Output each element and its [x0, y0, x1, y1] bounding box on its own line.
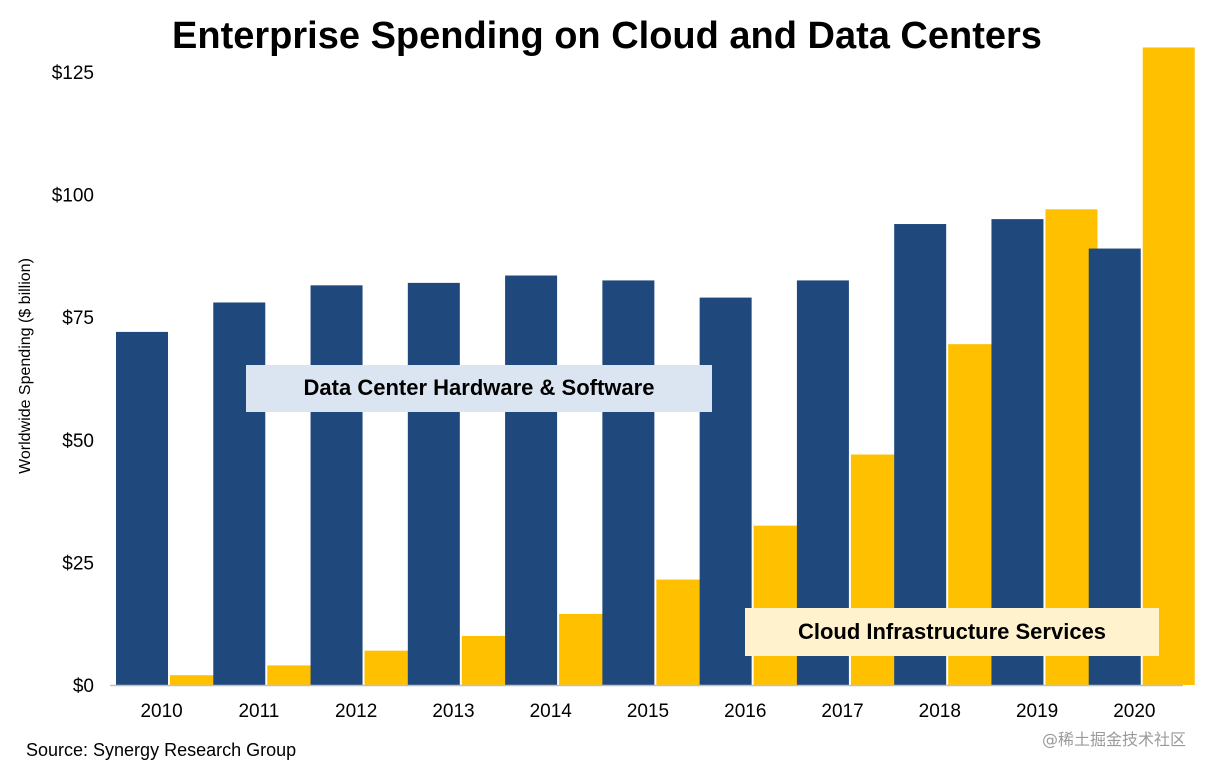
legend-label-data-center: Data Center Hardware & Software — [304, 375, 655, 400]
y-tick-label: $50 — [62, 431, 94, 452]
legend-label-box-cloud — [745, 608, 1159, 656]
y-tick-label: $100 — [52, 186, 94, 207]
x-tick-label: 2010 — [140, 701, 182, 722]
x-axis: 2010 2011 2012 2013 2014 2015 2016 2017 2018 2019… — [140, 701, 1155, 722]
bar-data-center-2016 — [699, 297, 752, 685]
x-tick-label: 2017 — [821, 701, 863, 722]
source-note: Source: Synergy Research Group — [26, 740, 296, 760]
bar-cloud-2011 — [267, 665, 320, 685]
y-tick-label: $25 — [62, 553, 94, 574]
y-axis-label: Worldwide Spending ($ billion) — [17, 258, 34, 474]
y-tick-label: $0 — [73, 676, 94, 697]
x-tick-label: 2012 — [335, 701, 377, 722]
y-axis: $0 $25 $50 $75 $100 $125 — [52, 63, 94, 697]
chart-title: Enterprise Spending on Cloud and Data Ce… — [172, 15, 1042, 57]
y-tick-label: $125 — [52, 63, 94, 84]
bar-data-center-2015 — [602, 280, 655, 685]
x-tick-label: 2020 — [1113, 701, 1155, 722]
bar-data-center-2013 — [407, 282, 460, 685]
bar-cloud-2010 — [170, 675, 222, 685]
x-tick-label: 2011 — [238, 701, 279, 722]
watermark: @稀土掘金技术社区 — [1042, 730, 1186, 749]
x-tick-label: 2016 — [724, 701, 766, 722]
x-tick-label: 2019 — [1016, 701, 1058, 722]
bar-data-center-2014 — [505, 275, 558, 685]
legend-label-box-data-center — [246, 365, 712, 412]
bar-data-center-2010 — [116, 331, 168, 685]
y-tick-label: $75 — [62, 308, 94, 329]
bar-data-center-2019 — [991, 219, 1044, 685]
bar-data-center-2011 — [213, 302, 266, 685]
legend-label-cloud: Cloud Infrastructure Services — [798, 619, 1106, 644]
x-tick-label: 2015 — [627, 701, 669, 722]
x-tick-label: 2013 — [432, 701, 474, 722]
x-tick-label: 2014 — [530, 701, 573, 722]
bar-cloud-2020 — [1142, 47, 1195, 686]
x-tick-label: 2018 — [919, 701, 961, 722]
bar-data-center-2012 — [310, 285, 363, 685]
